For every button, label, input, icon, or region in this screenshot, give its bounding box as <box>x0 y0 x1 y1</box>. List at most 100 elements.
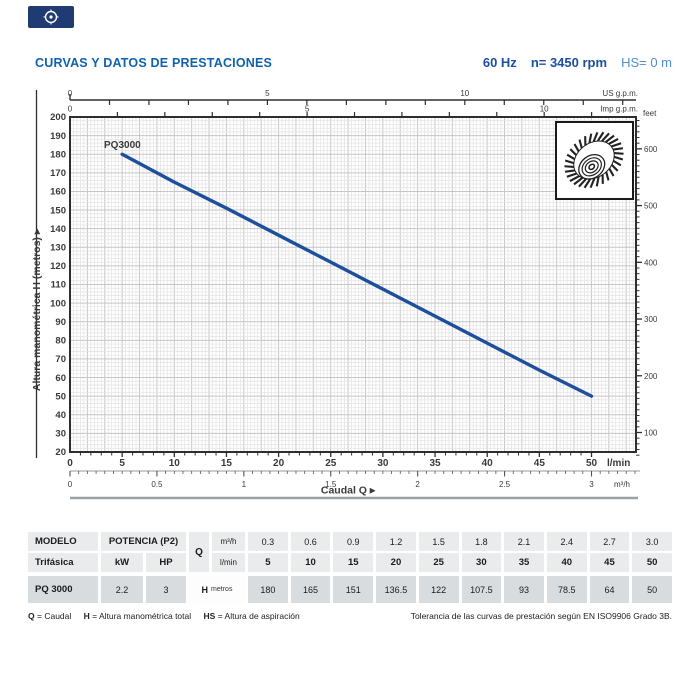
impeller-blade <box>601 132 610 142</box>
impeller-blade <box>601 174 604 184</box>
header-hp: HP <box>146 553 186 572</box>
lmin-tick-label: 30 <box>377 458 389 469</box>
header-m3h-unit: m³/h <box>212 532 245 551</box>
impeller-blade <box>605 171 610 181</box>
definition-h: H = Altura manométrica total <box>83 611 192 621</box>
q-lmin-value: 45 <box>589 553 630 572</box>
q-m3h-value: 2.1 <box>504 532 544 551</box>
q-m3h-value: 0.3 <box>248 532 288 551</box>
y-tick-label: 110 <box>51 280 66 291</box>
y-tick-label: 80 <box>55 336 66 347</box>
impeller-blade <box>564 165 574 168</box>
impeller-blade <box>584 136 587 146</box>
m3h-tick-label: 2.5 <box>499 480 511 489</box>
frequency-value: 60 Hz <box>482 55 517 70</box>
definition-hs: HS = Altura de aspiración <box>203 611 300 621</box>
imp-gpm-tick-label: 10 <box>540 105 549 114</box>
q-lmin-value: 50 <box>632 553 672 572</box>
feet-tick-label: 400 <box>644 258 658 267</box>
performance-curve-chart: Altura manométrica H (metros) ▸200190180… <box>31 89 658 500</box>
lmin-tick-label: 20 <box>273 458 285 469</box>
impeller-blade <box>578 178 587 188</box>
y-axis-title: Altura manométrica H (metros) ▸ <box>31 228 43 391</box>
h-metros-value: 122 <box>418 576 459 603</box>
q-lmin-value: 35 <box>504 553 544 572</box>
q-m3h-value: 0.6 <box>290 532 331 551</box>
tolerance-note: Tolerancia de las curvas de prestación s… <box>410 611 672 621</box>
m3h-tick-label: 1.5 <box>325 480 337 489</box>
kw-value: 2.2 <box>101 576 143 603</box>
q-m3h-value: 2.7 <box>589 532 630 551</box>
impeller-blade <box>566 153 576 161</box>
header-modelo: MODELO <box>28 532 98 551</box>
impeller-blade <box>589 177 596 189</box>
lmin-tick-label: 0 <box>67 458 73 469</box>
impeller-blade <box>608 138 619 145</box>
impeller-hub-ring <box>581 157 602 177</box>
impeller-blade <box>573 176 584 186</box>
imp-gpm-unit-label: Imp g.p.m. <box>600 105 638 114</box>
feet-tick-label: 600 <box>644 145 658 154</box>
impeller-blade <box>608 168 615 177</box>
h-unit: metros <box>211 586 233 593</box>
speed-value: n= 3450 rpm <box>530 55 608 70</box>
lmin-tick-label: 25 <box>325 458 337 469</box>
header-lmin-unit: l/min <box>212 553 245 572</box>
feet-tick-label: 500 <box>644 202 658 211</box>
y-tick-label: 30 <box>55 429 66 440</box>
q-m3h-value: 1.5 <box>418 532 459 551</box>
feet-tick-label: 100 <box>644 428 658 437</box>
header-q: Q <box>189 532 209 572</box>
legend-definitions: Q = Caudal H = Altura manométrica total … <box>28 611 310 621</box>
definition-q: Q = Caudal <box>28 611 72 621</box>
m3h-unit-label: m³/h <box>614 480 630 489</box>
lmin-tick-label: 15 <box>221 458 233 469</box>
us-gpm-tick-label: 10 <box>460 89 469 98</box>
us-gpm-tick-label: 0 <box>68 89 73 98</box>
curve-label: PQ3000 <box>104 140 141 151</box>
impeller-blade <box>596 131 605 142</box>
suction-head-value: HS= 0 m <box>621 55 672 70</box>
impeller-blade <box>569 148 578 156</box>
impeller-blade <box>604 134 615 144</box>
q-m3h-value: 1.2 <box>376 532 416 551</box>
q-lmin-value: 25 <box>418 553 459 572</box>
h-metros-value: 107.5 <box>461 576 502 603</box>
impeller-blade <box>588 133 593 144</box>
footnotes: Q = Caudal H = Altura manométrica total … <box>28 611 672 621</box>
lmin-unit-label: l/min <box>607 458 630 469</box>
y-tick-label: 20 <box>55 447 66 458</box>
us-gpm-tick-label: 5 <box>265 89 270 98</box>
h-metros-value: 93 <box>504 576 544 603</box>
plot-frame <box>69 116 637 453</box>
q-m3h-value: 3.0 <box>632 532 672 551</box>
m3h-tick-label: 2 <box>415 480 420 489</box>
q-m3h-value: 0.9 <box>333 532 374 551</box>
lmin-tick-label: 5 <box>119 458 125 469</box>
brand-logo <box>28 6 74 28</box>
q-lmin-value: 15 <box>333 553 374 572</box>
lmin-tick-label: 45 <box>534 458 546 469</box>
q-m3h-value: 1.8 <box>461 532 502 551</box>
q-lmin-value: 40 <box>546 553 587 572</box>
y-tick-label: 60 <box>55 373 66 384</box>
model-name: PQ 3000 <box>28 576 98 603</box>
feet-tick-label: 300 <box>644 315 658 324</box>
y-tick-label: 100 <box>50 298 66 309</box>
imp-gpm-tick-label: 5 <box>305 105 310 114</box>
impeller-hub-ring <box>573 140 615 180</box>
us-gpm-unit-label: US g.p.m. <box>602 89 638 98</box>
header-potencia: POTENCIA (P2) <box>101 532 186 551</box>
h-metros-value: 136.5 <box>376 576 416 603</box>
m3h-tick-label: 3 <box>589 480 594 489</box>
h-label: H <box>201 584 209 595</box>
imp-gpm-tick-label: 0 <box>68 105 73 114</box>
q-lmin-value: 20 <box>376 553 416 572</box>
impeller-blade <box>583 178 592 189</box>
impeller-blade <box>610 164 619 172</box>
impeller-blade <box>564 169 576 173</box>
impeller-blade <box>612 159 622 167</box>
y-tick-label: 130 <box>50 242 66 253</box>
